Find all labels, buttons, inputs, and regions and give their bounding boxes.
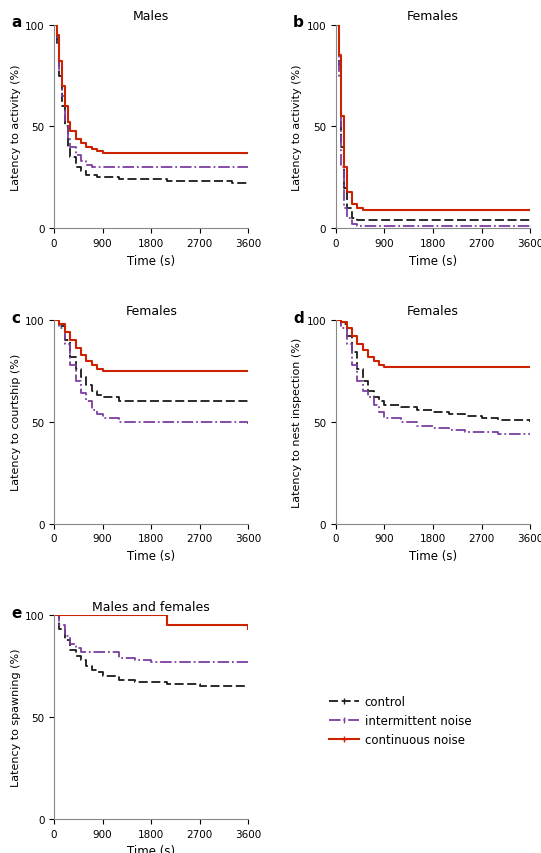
Y-axis label: Latency to spawning (%): Latency to spawning (%) (11, 648, 21, 786)
Text: b: b (293, 15, 304, 31)
Title: Females: Females (407, 10, 459, 23)
Title: Females: Females (407, 305, 459, 318)
X-axis label: Time (s): Time (s) (127, 254, 175, 267)
Y-axis label: Latency to courtship (%): Latency to courtship (%) (11, 354, 21, 490)
Y-axis label: Latency to activity (%): Latency to activity (%) (292, 64, 302, 190)
Title: Females: Females (126, 305, 177, 318)
X-axis label: Time (s): Time (s) (409, 254, 457, 267)
Legend: control, intermittent noise, continuous noise: control, intermittent noise, continuous … (329, 695, 471, 746)
Text: a: a (11, 15, 22, 31)
X-axis label: Time (s): Time (s) (127, 549, 175, 562)
Y-axis label: Latency to nest inspection (%): Latency to nest inspection (%) (292, 337, 302, 508)
X-axis label: Time (s): Time (s) (127, 844, 175, 853)
X-axis label: Time (s): Time (s) (409, 549, 457, 562)
Title: Males and females: Males and females (93, 600, 210, 613)
Text: c: c (11, 310, 21, 325)
Text: e: e (11, 606, 22, 620)
Title: Males: Males (133, 10, 169, 23)
Text: d: d (293, 310, 304, 325)
Y-axis label: Latency to activity (%): Latency to activity (%) (11, 64, 21, 190)
